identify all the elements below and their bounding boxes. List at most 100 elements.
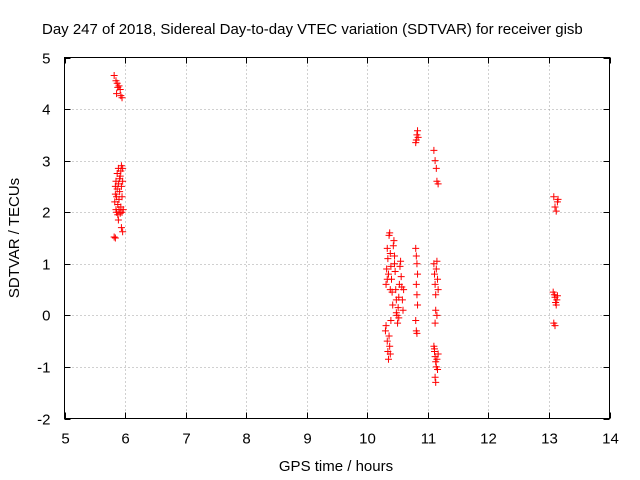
data-point: [432, 306, 440, 314]
data-point: [433, 355, 441, 363]
data-point: [386, 286, 394, 294]
data-point: [114, 216, 122, 224]
data-point: [552, 301, 560, 309]
data-point: [381, 327, 389, 335]
data-point: [385, 332, 393, 340]
x-tick-label: 7: [182, 431, 190, 448]
y-tick-label: 3: [42, 154, 50, 171]
data-point: [430, 345, 438, 353]
data-point: [431, 373, 439, 381]
data-point: [118, 94, 126, 102]
x-tick-label: 12: [480, 431, 497, 448]
y-axis-label: SDTVAR / TECUs: [6, 178, 23, 298]
data-point: [110, 233, 118, 241]
data-point: [116, 209, 124, 217]
data-point: [117, 182, 125, 190]
x-tick-label: 5: [61, 431, 69, 448]
data-point: [434, 275, 442, 283]
data-points: [110, 72, 562, 386]
data-point: [395, 314, 403, 322]
data-point: [383, 265, 391, 273]
data-point: [115, 82, 123, 90]
x-axis-label: GPS time / hours: [279, 458, 393, 475]
data-point: [432, 265, 440, 273]
data-point: [384, 355, 392, 363]
data-point: [389, 242, 397, 250]
data-point: [386, 342, 394, 350]
data-point: [119, 206, 127, 214]
x-tick-label: 6: [121, 431, 129, 448]
data-point: [110, 72, 118, 80]
data-point: [433, 257, 441, 265]
data-point: [414, 270, 422, 278]
y-tick-label: 0: [42, 308, 50, 325]
x-tick-label: 11: [421, 431, 437, 448]
data-point: [386, 249, 394, 257]
y-tick-label: 5: [42, 51, 50, 68]
data-point: [414, 301, 422, 309]
chart-title: Day 247 of 2018, Sidereal Day-to-day VTE…: [42, 21, 583, 38]
data-point: [383, 337, 391, 345]
data-point: [431, 280, 439, 288]
y-tick-label: -1: [37, 360, 50, 377]
axis-ticks: [64, 57, 611, 420]
data-point: [552, 207, 560, 215]
x-tick-label: 8: [242, 431, 250, 448]
data-point: [391, 268, 399, 276]
data-point: [412, 317, 420, 325]
x-tick-label: 10: [359, 431, 376, 448]
grid: [64, 57, 610, 419]
data-point: [396, 262, 404, 270]
data-point: [119, 164, 127, 172]
data-point: [431, 319, 439, 327]
data-point: [119, 177, 127, 185]
data-point: [118, 193, 126, 201]
data-point: [430, 270, 438, 278]
data-point: [119, 228, 127, 236]
data-point: [412, 139, 420, 147]
plot-frame: [64, 57, 610, 419]
data-point: [400, 286, 408, 294]
data-point: [382, 322, 390, 330]
y-tick-label: 1: [42, 257, 50, 274]
data-point: [391, 252, 399, 260]
data-point: [553, 292, 561, 300]
data-point: [550, 193, 558, 201]
data-point: [399, 306, 407, 314]
data-point: [433, 311, 441, 319]
data-point: [117, 224, 125, 232]
data-point: [394, 304, 402, 312]
x-tick-label: 9: [303, 431, 311, 448]
y-tick-label: 2: [42, 205, 50, 222]
data-point: [551, 203, 559, 211]
data-point: [387, 317, 395, 325]
data-point: [412, 244, 420, 252]
data-point: [414, 127, 422, 135]
data-point: [398, 296, 406, 304]
data-point: [432, 291, 440, 299]
data-point: [116, 85, 124, 93]
data-point: [554, 195, 562, 203]
data-point: [432, 378, 440, 386]
data-point: [387, 262, 395, 270]
data-point: [383, 275, 391, 283]
data-point: [384, 270, 392, 278]
x-tick-label: 13: [541, 431, 558, 448]
data-point: [390, 237, 398, 245]
data-point: [432, 164, 440, 172]
data-point: [413, 260, 421, 268]
data-point: [397, 257, 405, 265]
data-point: [412, 280, 420, 288]
x-tick-label: 14: [602, 431, 619, 448]
data-point: [431, 157, 439, 165]
data-point: [116, 188, 124, 196]
data-point: [434, 350, 442, 358]
data-point: [392, 309, 400, 317]
data-point: [553, 296, 561, 304]
data-point: [430, 146, 438, 154]
data-point: [397, 273, 405, 281]
data-point: [384, 255, 392, 263]
data-point: [382, 280, 390, 288]
